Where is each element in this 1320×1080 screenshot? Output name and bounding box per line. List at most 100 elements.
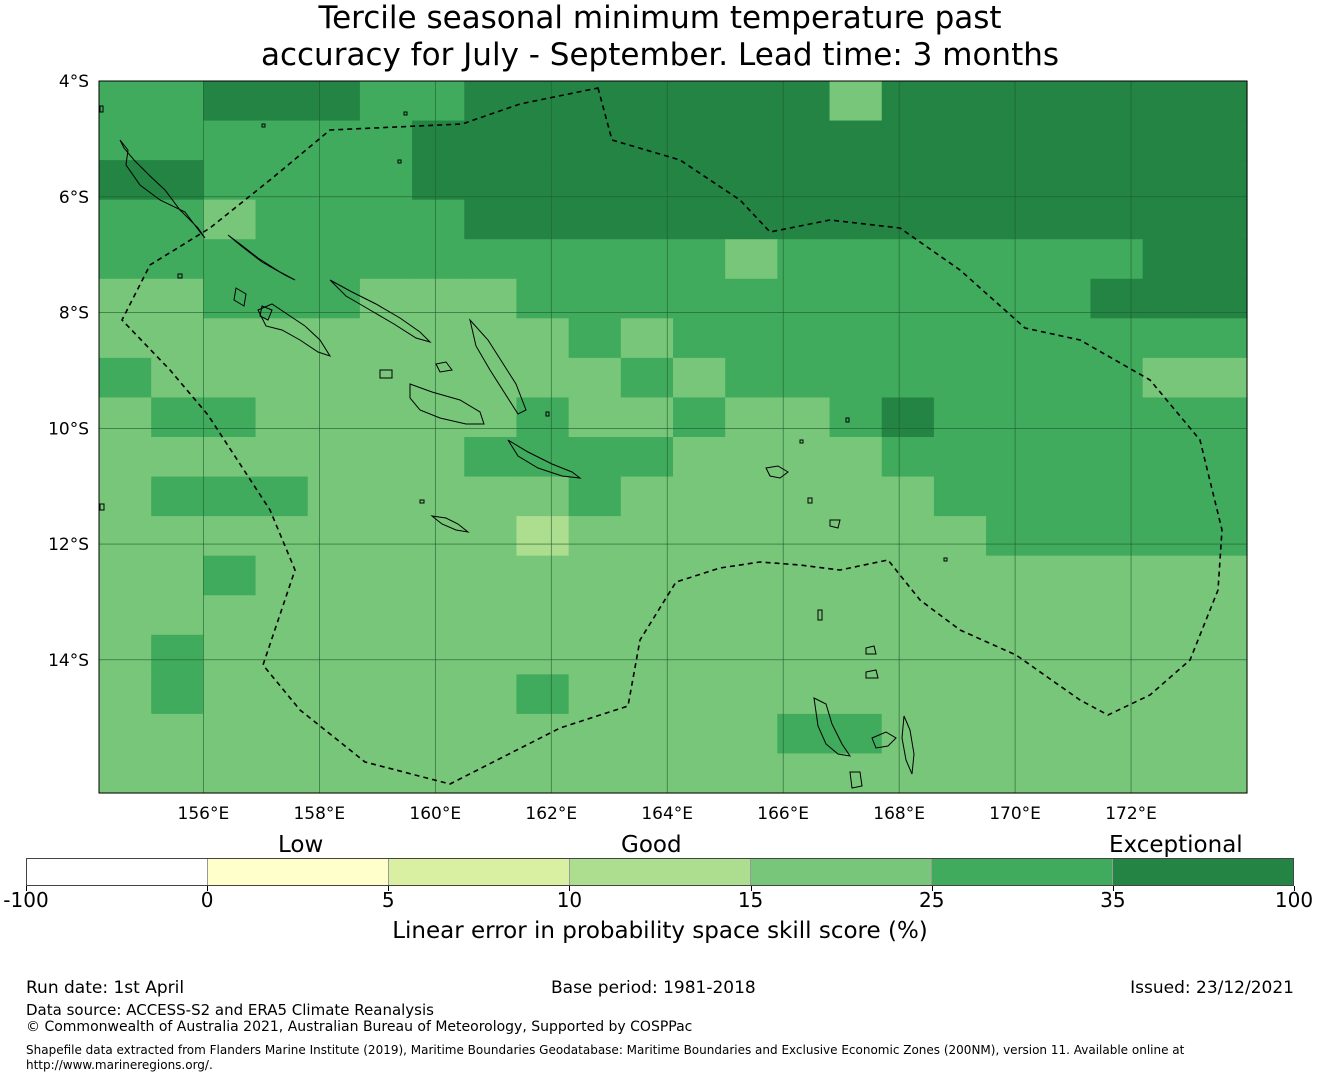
grid-cell	[829, 437, 883, 478]
grid-cell	[151, 397, 204, 438]
grid-cell	[255, 199, 309, 240]
coastline-nggela	[435, 361, 453, 373]
map-frame	[98, 80, 1248, 794]
grid-cell	[933, 397, 987, 438]
base-period: Base period: 1981-2018	[551, 978, 756, 998]
grid-cell	[673, 199, 726, 240]
grid-cell	[1090, 120, 1144, 161]
colorbar-tick-label: 35	[1100, 888, 1126, 912]
grid-cell	[673, 239, 726, 280]
grid-cell	[359, 239, 413, 280]
grid-cell	[881, 753, 935, 794]
grid-cell	[777, 160, 831, 201]
grid-cell	[1090, 595, 1144, 636]
colorbar-segment	[570, 859, 751, 885]
grid-cell	[151, 199, 204, 240]
grid-cell	[986, 753, 1039, 794]
grid-cell	[1090, 634, 1144, 675]
colorbar-label: Linear error in probability space skill …	[392, 918, 928, 944]
grid-cell	[829, 476, 883, 517]
grid-cell	[673, 516, 726, 557]
colorbar-segment	[208, 859, 389, 885]
grid-cell	[986, 397, 1039, 438]
grid-cell	[412, 516, 465, 557]
grid-cell	[933, 713, 987, 755]
grid-cell	[673, 357, 726, 399]
grid-cell	[1194, 239, 1248, 280]
grid-cell	[1090, 81, 1144, 122]
grid-cell	[151, 753, 204, 794]
grid-cell	[464, 753, 518, 794]
grid-cell	[1038, 713, 1092, 755]
grid-cell	[516, 555, 570, 596]
grid-cell	[881, 318, 935, 359]
colorbar-tick-mark	[1112, 886, 1114, 891]
grid-cell	[151, 595, 204, 636]
grid-cell	[673, 674, 726, 715]
shapefile-credit-line-1: Shapefile data extracted from Flanders M…	[26, 1043, 1185, 1057]
grid-cell	[1194, 357, 1248, 399]
scale-label-exceptional: Exceptional	[1109, 832, 1243, 858]
grid-cell	[1090, 199, 1144, 240]
longitude-label: 168°E	[873, 804, 925, 824]
coastline-ranongga	[259, 305, 273, 321]
grid-cell	[464, 81, 518, 122]
colorbar-segment	[751, 859, 932, 885]
grid-cell	[881, 634, 935, 675]
latitude-label: 10°S	[48, 419, 89, 439]
coastline-new-georgia	[257, 303, 332, 357]
grid-cell	[829, 81, 883, 122]
grid-cell	[516, 437, 570, 478]
grid-cell	[1038, 120, 1092, 161]
grid-cell	[151, 674, 204, 715]
coastline-malaita	[469, 318, 527, 415]
grid-cell	[1090, 674, 1144, 715]
grid-cell	[151, 713, 204, 755]
grid-cell	[1038, 753, 1092, 794]
grid-cell	[307, 160, 361, 201]
grid-cell	[412, 318, 465, 359]
grid-cell	[986, 476, 1039, 517]
grid-cell	[1142, 713, 1196, 755]
grid-cell	[516, 81, 570, 122]
grid-cell	[1142, 516, 1196, 557]
issued-date: Issued: 23/12/2021	[1130, 978, 1294, 998]
grid-cell	[1194, 437, 1248, 478]
grid-cell	[881, 476, 935, 517]
grid-cell	[620, 753, 674, 794]
grid-cell	[1142, 397, 1196, 438]
colorbar-segment	[1113, 859, 1293, 885]
grid-cell	[986, 713, 1039, 755]
colorbar-segment	[389, 859, 570, 885]
grid-cell	[151, 437, 204, 478]
coastline-guadalcanal	[409, 383, 485, 425]
grid-cell	[412, 239, 465, 280]
grid-cell	[725, 318, 778, 359]
grid-cell	[1038, 397, 1092, 438]
grid-cell	[568, 674, 622, 715]
grid-cell	[516, 713, 570, 755]
grid-cell	[1142, 357, 1196, 399]
colorbar-tick-mark	[388, 886, 390, 891]
coastline-ambae	[865, 669, 879, 679]
grid-cell	[986, 357, 1039, 399]
grid-cell	[777, 357, 831, 399]
grid-cell	[1194, 674, 1248, 715]
grid-cell	[881, 713, 935, 755]
longitude-label: 164°E	[641, 804, 693, 824]
grid-cell	[777, 120, 831, 161]
grid-cell	[829, 397, 883, 438]
grid-cell	[464, 318, 518, 359]
grid-cell	[255, 160, 309, 201]
grid-cell	[255, 357, 309, 399]
grid-cell	[725, 674, 778, 715]
skill-score-map: 4°S 6°S 8°S 10°S 12°S 14°S 156°E 158°E 160°E 162°…	[48, 72, 1248, 824]
axis-labels: 4°S 6°S 8°S 10°S 12°S 14°S 156°E 158°E 160°E 162°…	[48, 72, 1157, 824]
grid-cell	[881, 239, 935, 280]
grid-cell	[1194, 199, 1248, 240]
grid-cell	[1038, 516, 1092, 557]
coastline-santa-isabel	[329, 279, 432, 344]
grid-cell	[986, 318, 1039, 359]
grid-cell	[881, 595, 935, 636]
grid-cell	[1038, 81, 1092, 122]
